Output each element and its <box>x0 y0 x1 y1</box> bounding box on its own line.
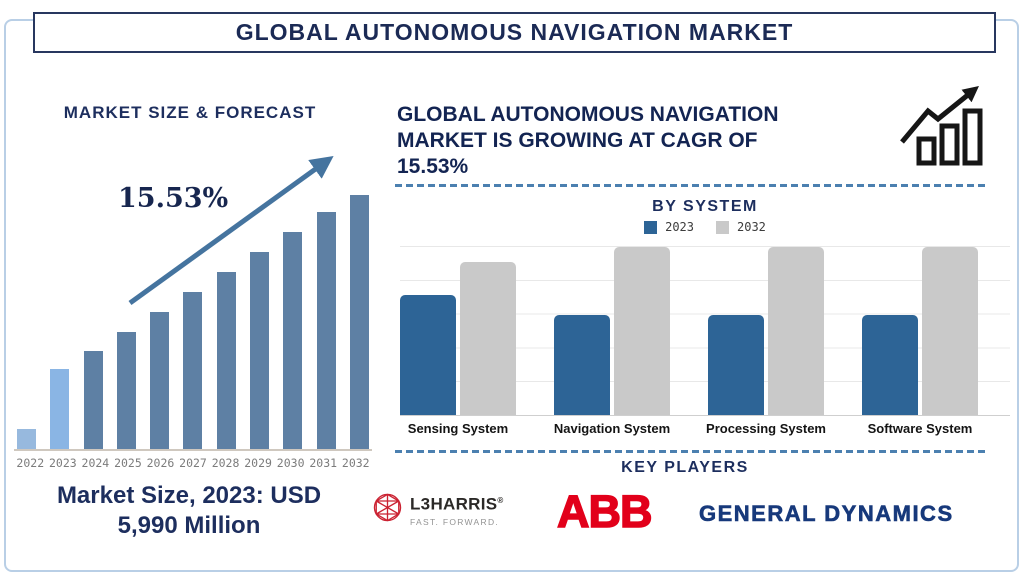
system-category-label-2: Navigation System <box>554 421 670 436</box>
l3harris-geodesic-icon <box>373 493 402 522</box>
forecast-bar-2026 <box>150 312 170 449</box>
bar-2032-navigation-system <box>614 247 670 415</box>
by-system-chart-title: BY SYSTEM <box>652 198 758 215</box>
legend-item-2032: 2032 <box>716 220 766 234</box>
legend-swatch-2032 <box>716 220 729 234</box>
bar-chart-growth-icon <box>900 85 983 166</box>
system-category-text: Processing System <box>706 421 826 436</box>
forecast-bar-2025 <box>116 332 136 449</box>
bar-2023-navigation-system <box>554 315 610 415</box>
by-system-chart-bars <box>400 245 978 415</box>
logo-l3harris: L3HARRIS® FAST. FORWARD. <box>372 492 504 527</box>
forecast-year-label-2028: 2028 <box>211 456 240 470</box>
l3harris-registered-mark: ® <box>497 496 504 505</box>
forecast-year-axis: 2022 2023 2024 2025 2026 2027 2028 2029 2030 2031… <box>14 456 372 470</box>
market-size-caption-line2: 5,990 Million <box>117 512 261 539</box>
forecast-year-label-2026: 2026 <box>146 456 175 470</box>
legend-label-2023: 2023 <box>665 220 694 234</box>
forecast-year-label-2029: 2029 <box>244 456 272 470</box>
forecast-year-label-2023: 2023 <box>48 456 77 470</box>
logo-abb: ABB <box>556 485 653 538</box>
forecast-bar-2029 <box>250 252 270 449</box>
by-system-chart-plot <box>400 246 1010 416</box>
by-system-category-axis: Sensing System Navigation System Processin… <box>400 421 978 436</box>
main-title-banner: GLOBAL AUTONOMOUS NAVIGATION MARKET <box>33 12 996 53</box>
dashed-divider-bottom <box>395 450 987 453</box>
l3harris-name-text: L3HARRIS <box>410 494 498 514</box>
right-section-heading: GLOBAL AUTONOMOUS NAVIGATION MARKET IS G… <box>397 102 867 180</box>
market-size-caption-line1: Market Size, 2023: USD <box>56 482 322 509</box>
system-category-label-4: Software System <box>862 421 978 436</box>
bar-2023-sensing-system <box>400 295 456 415</box>
cagr-value-label: 15.53% <box>118 183 229 214</box>
l3harris-wordmark: L3HARRIS® <box>410 492 504 514</box>
forecast-bar-2031 <box>316 212 336 449</box>
right-heading-line1: GLOBAL AUTONOMOUS NAVIGATION <box>397 103 779 126</box>
bar-2023-processing-system <box>708 315 764 415</box>
forecast-bar-2032 <box>349 195 369 449</box>
system-bar-group-3 <box>708 247 824 415</box>
forecast-bar-2028 <box>216 272 236 449</box>
forecast-year-label-2030: 2030 <box>276 456 305 470</box>
forecast-bar-2022 <box>17 429 36 449</box>
right-heading-line3: 15.53% <box>397 155 469 178</box>
forecast-bar-2024 <box>83 351 103 449</box>
forecast-year-label-2031: 2031 <box>309 456 338 470</box>
bar-2032-sensing-system <box>460 262 516 415</box>
bar-2032-processing-system <box>768 247 824 415</box>
page-title: GLOBAL AUTONOMOUS NAVIGATION MARKET <box>235 19 794 45</box>
l3harris-tagline: FAST. FORWARD. <box>410 516 500 527</box>
system-category-text: Sensing System <box>407 421 509 436</box>
forecast-year-label-2027: 2027 <box>179 456 207 470</box>
market-size-caption: Market Size, 2023: USD 5,990 Million <box>8 481 370 541</box>
forecast-year-label-2024: 2024 <box>81 456 110 470</box>
system-bar-group-1 <box>400 262 516 415</box>
growth-trend-arrow <box>128 155 334 306</box>
logo-general-dynamics: GENERAL DYNAMICS <box>699 501 954 527</box>
legend-swatch-2023 <box>644 220 658 234</box>
right-heading-line2: MARKET IS GROWING AT CAGR OF <box>397 129 758 152</box>
forecast-section-heading: MARKET SIZE & FORECAST <box>63 103 317 122</box>
system-category-label-3: Processing System <box>706 421 826 436</box>
forecast-year-label-2032: 2032 <box>341 456 370 470</box>
forecast-year-label-2025: 2025 <box>114 456 142 470</box>
system-category-label-1: Sensing System <box>400 421 516 436</box>
key-players-heading: KEY PLAYERS <box>621 459 749 476</box>
legend-item-2023: 2023 <box>644 220 694 234</box>
system-bar-group-2 <box>554 247 670 415</box>
bar-2032-software-system <box>922 247 978 415</box>
forecast-year-label-2022: 2022 <box>16 456 45 470</box>
by-system-legend: 2023 2032 <box>400 220 1010 234</box>
l3harris-wordmark-block: L3HARRIS® FAST. FORWARD. <box>410 492 504 527</box>
forecast-bar-2030 <box>283 232 303 449</box>
dashed-divider-top <box>395 184 987 187</box>
system-category-text: Software System <box>867 421 973 436</box>
legend-label-2032: 2032 <box>737 220 766 234</box>
market-size-forecast-chart <box>14 195 372 451</box>
system-category-text: Navigation System <box>553 421 671 436</box>
forecast-bar-2023 <box>50 369 70 449</box>
forecast-bar-2027 <box>183 292 203 449</box>
bar-2023-software-system <box>862 315 918 415</box>
system-bar-group-4 <box>862 247 978 415</box>
